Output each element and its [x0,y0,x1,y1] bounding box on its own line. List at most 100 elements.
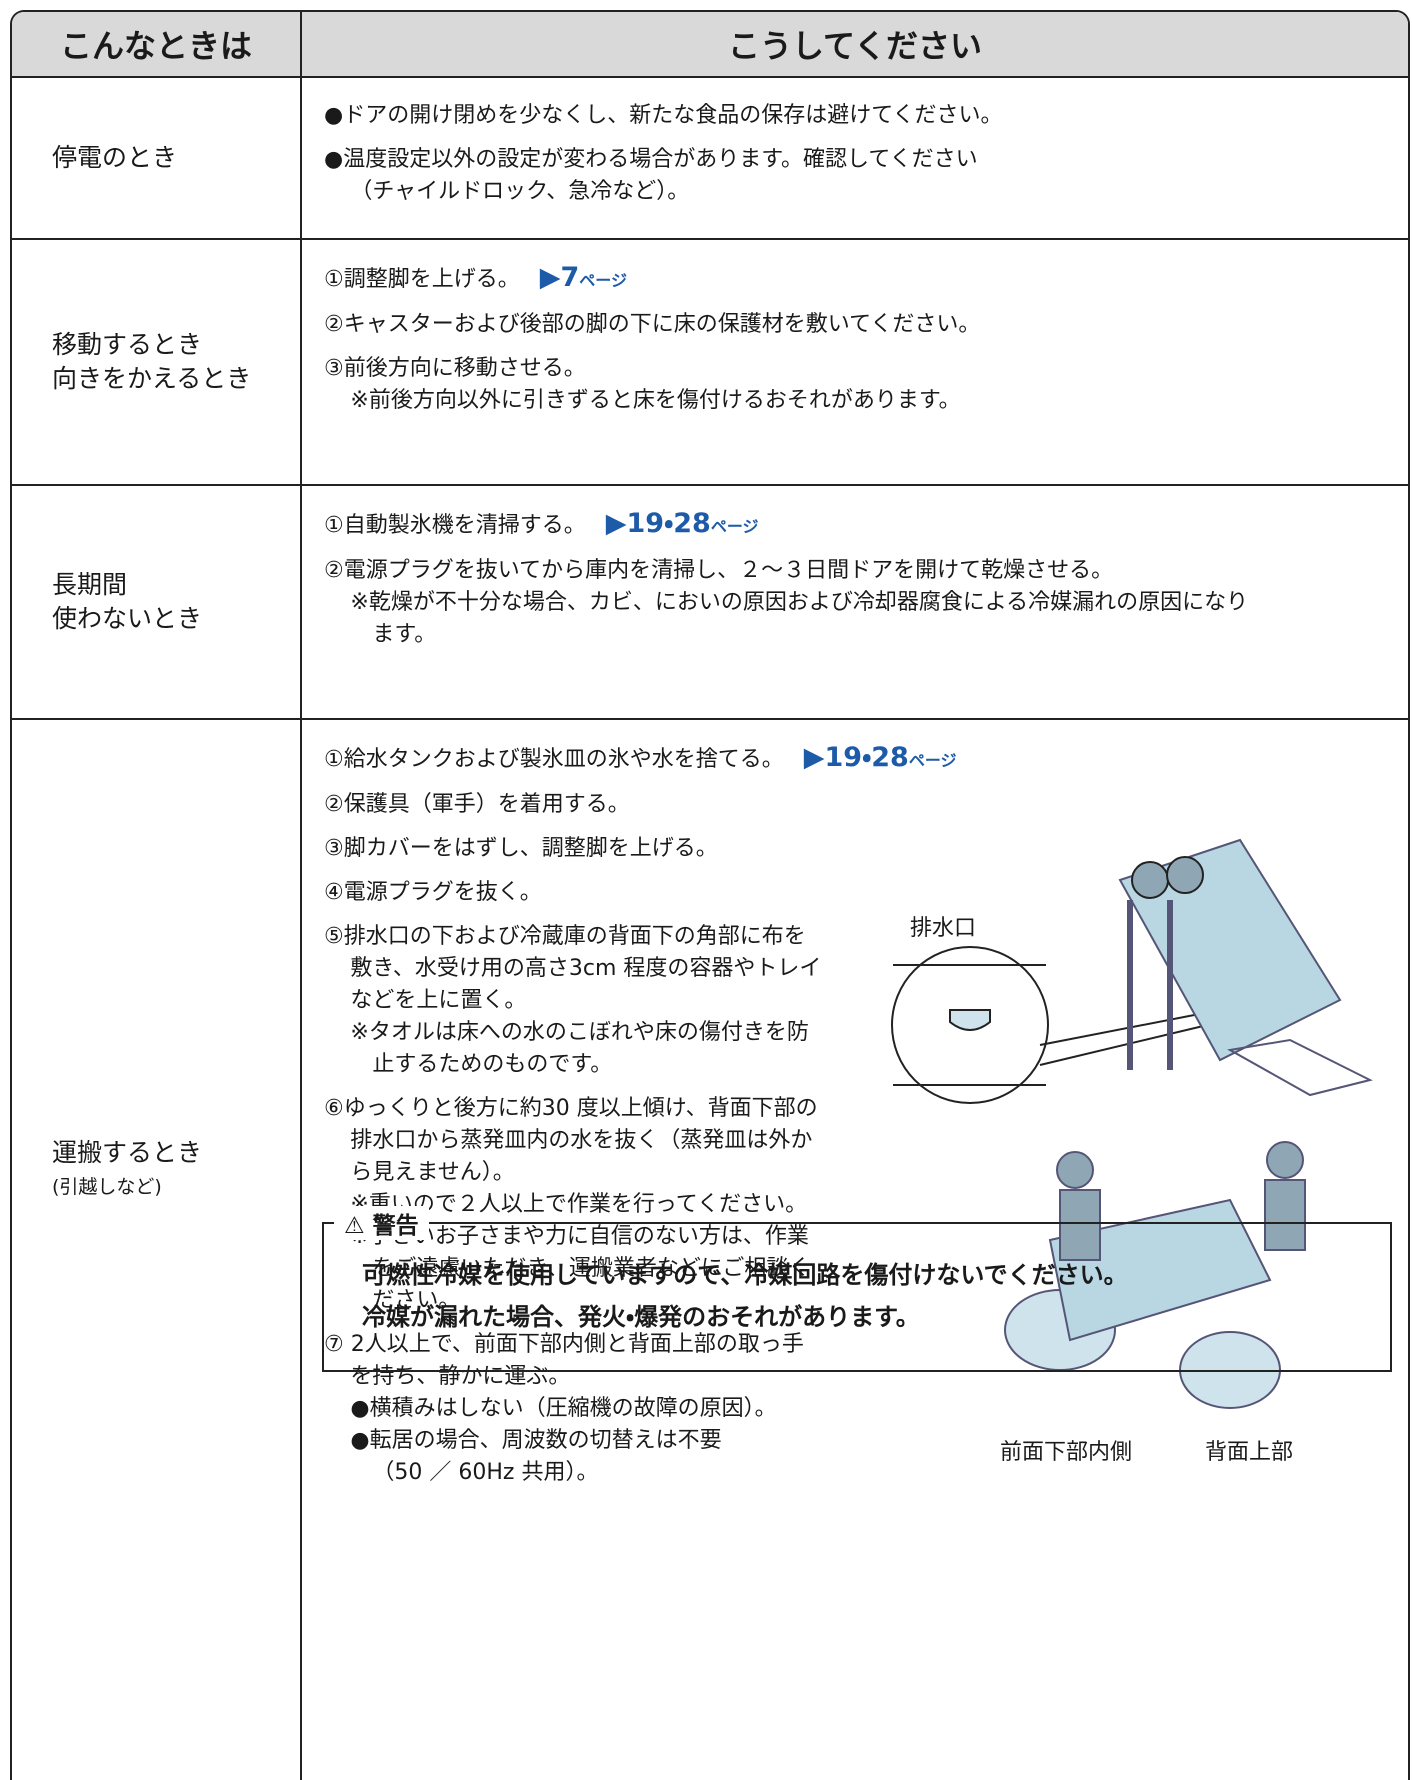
action-text: 敷き、水受け用の高さ3cm 程度の容器やトレイ [350,956,822,981]
action-text: ださい。 [372,1288,461,1313]
action-text: ※タオルは床への水のこぼれや床の傷付きを防 [350,1020,809,1045]
action-item: ②キャスターおよび後部の脚の下に床の保護材を敷いてください。 [324,309,980,341]
page-reference[interactable]: ▶19・28ページ [606,508,759,539]
action-line: などを上に置く。 [324,985,957,1017]
warning-line: 可燃性冷媒を使用していますので、冷媒回路を傷付けないでください。 [362,1261,1128,1289]
action-item: ①給水タンクおよび製氷皿の氷や水を捨てる。 ▶19・28ページ [324,742,957,777]
action-text: ●横積みはしない（圧縮機の故障の原因）。 [350,1396,777,1421]
action-line: ※タオルは床への水のこぼれや床の傷付きを防 [324,1017,957,1049]
situation: 長期間 使わないとき [52,568,202,636]
figure-label: 前面下部内側 [1000,1440,1133,1465]
action-text: ③脚カバーをはずし、調整脚を上げる。 [324,836,718,861]
action-item: ②保護具（軍手）を着用する。 [324,789,957,821]
figure-label: 背面上部 [1205,1440,1294,1465]
action-line: （チャイルドロック、急冷など）。 [324,176,1003,208]
action-text: ●温度設定以外の設定が変わる場合があります。確認してください [324,147,978,172]
reference-number: ▶19・28 [605,508,711,539]
action-line: ⑥ゆっくりと後方に約30 度以上傾け、背面下部の [324,1093,957,1125]
action-text: 止するためのものです。 [372,1052,613,1077]
action-item: ④電源プラグを抜く。 [324,877,957,909]
warning-title-text: 警告 [372,1213,419,1239]
action-line: ③脚カバーをはずし、調整脚を上げる。 [324,833,957,865]
action-line: （50 ／ 60Hz 共用）。 [324,1457,957,1489]
action-line: をご遠慮いただき、運搬業者などにご相談く [324,1253,957,1285]
action-line: ●転居の場合、周波数の切替えは不要 [324,1425,957,1457]
action-line: ださい。 [324,1285,957,1317]
action-text: ②キャスターおよび後部の脚の下に床の保護材を敷いてください。 [324,312,981,337]
action-item: ⑤排水口の下および冷蔵庫の背面下の角部に布を敷き、水受け用の高さ3cm 程度の容… [324,921,957,1081]
actions: ①自動製氷機を清掃する。 ▶19・28ページ ②電源プラグを抜いてから庫内を清掃し、… [324,508,1248,663]
warning-line: 冷媒が漏れた場合、発火・爆発のおそれがあります。 [362,1303,920,1331]
action-text: 排水口から蒸発皿内の水を抜く（蒸発皿は外か [350,1128,813,1153]
table: こんなときは こうしてください 停電のとき ●ドアの開け閉めを少なくし、新たな食品… [10,10,1410,1780]
reference-unit: ページ [908,751,957,770]
action-line: ④電源プラグを抜く。 [324,877,957,909]
situation-line: 向きをかえるとき [52,364,252,393]
action-line: ②電源プラグを抜いてから庫内を清掃し、２～３日間ドアを開けて乾燥させる。 [324,555,1248,587]
action-text: を持ち、静かに運ぶ。 [350,1364,571,1389]
action-text: ※前後方向以外に引きずると床を傷付けるおそれがあります。 [350,388,961,413]
action-text: ①給水タンクおよび製氷皿の氷や水を捨てる。 [324,747,784,772]
action-line: 排水口から蒸発皿内の水を抜く（蒸発皿は外か [324,1125,957,1157]
action-text: ③前後方向に移動させる。 [324,356,586,381]
reference-unit: ページ [579,271,627,290]
action-line: ※乾燥が不十分な場合、カビ、においの原因および冷却器腐食による冷媒漏れの原因にな… [324,587,1248,619]
page-reference[interactable]: ▶19・28ページ [804,742,957,773]
situation-line: 運搬するとき [52,1138,203,1167]
situation-line: 使わないとき [52,604,203,633]
reference-number: ▶7 [539,262,580,293]
action-item: ①調整脚を上げる。 ▶7ページ [324,262,980,297]
reference-unit: ページ [710,517,759,536]
table-row: 運搬するとき (引越しなど) ①給水タンクおよび製氷皿の氷や水を捨てる。 ▶19・28… [12,720,1408,1780]
situation: 停電のとき [52,141,177,175]
actions: ①給水タンクおよび製氷皿の氷や水を捨てる。 ▶19・28ページ ②保護具（軍手）を着… [324,742,957,1501]
action-line: ⑦ 2人以上で、前面下部内側と背面上部の取っ手 [324,1329,957,1361]
reference-number: ▶19・28 [803,742,909,773]
action-text: ①調整脚を上げる。 [324,267,520,292]
action-text: （50 ／ 60Hz 共用）。 [372,1460,599,1485]
action-line: ら見えません）。 [324,1157,957,1189]
page-reference[interactable]: ▶7ページ [540,262,627,293]
header-cell: こうしてください [302,12,1408,78]
action-text: ②電源プラグを抜いてから庫内を清掃し、２～３日間ドアを開けて乾燥させる。 [324,558,1114,583]
action-line: ②保護具（軍手）を着用する。 [324,789,957,821]
action-item: ⑦ 2人以上で、前面下部内側と背面上部の取っ手を持ち、静かに運ぶ。 ●横積みはしな… [324,1329,957,1489]
action-text: ①自動製氷機を清掃する。 [324,513,586,538]
situation-line: 長期間 [52,570,128,599]
action-text: ⑥ゆっくりと後方に約30 度以上傾け、背面下部の [324,1096,818,1121]
drain-illustration [891,838,1373,1104]
action-line: ①給水タンクおよび製氷皿の氷や水を捨てる。 ▶19・28ページ [324,742,957,777]
actions: ①調整脚を上げる。 ▶7ページ ②キャスターおよび後部の脚の下に床の保護材を敷いてく… [324,262,980,429]
action-line: ⑤排水口の下および冷蔵庫の背面下の角部に布を [324,921,957,953]
table-row: 長期間使わないとき ①自動製氷機を清掃する。 ▶19・28ページ ②電源プラグを抜いて… [12,486,1408,720]
carry-illustration [1004,1141,1306,1409]
action-text: ②保護具（軍手）を着用する。 [324,792,630,817]
situation-line: 停電のとき [52,143,178,172]
situation-line: 移動するとき [52,330,203,359]
action-text: ④電源プラグを抜く。 [324,880,542,905]
action-item: ②電源プラグを抜いてから庫内を清掃し、２～３日間ドアを開けて乾燥させる。 ※乾燥が… [324,555,1248,651]
warning-box: ⚠ 警告 可燃性冷媒を使用していますので、冷媒回路を傷付けないでください。 冷媒が… [322,1206,1392,1372]
action-line: ます。 [324,619,1248,651]
action-line: ①自動製氷機を清掃する。 ▶19・28ページ [324,508,1248,543]
action-line: 止するためのものです。 [324,1049,957,1081]
action-line: ③前後方向に移動させる。 [324,353,980,385]
action-text: （チャイルドロック、急冷など）。 [350,179,690,204]
action-item: ●ドアの開け閉めを少なくし、新たな食品の保存は避けてください。 [324,100,1003,132]
action-item: ⑥ゆっくりと後方に約30 度以上傾け、背面下部の排水口から蒸発皿内の水を抜く（蒸… [324,1093,957,1317]
figure-label: 排水口 [910,916,977,941]
actions: ●ドアの開け閉めを少なくし、新たな食品の保存は避けてください。 ●温度設定以外の設… [324,100,1003,220]
warning-title: ⚠ 警告 [334,1206,429,1240]
action-item: ③脚カバーをはずし、調整脚を上げる。 [324,833,957,865]
situation-note: (引越しなど) [52,1176,162,1198]
column-divider [300,12,302,1780]
situation: 運搬するとき (引越しなど) [52,1136,202,1204]
action-text: ⑤排水口の下および冷蔵庫の背面下の角部に布を [324,924,806,949]
action-line: ※前後方向以外に引きずると床を傷付けるおそれがあります。 [324,385,980,417]
table-row: 移動するとき向きをかえるとき ①調整脚を上げる。 ▶7ページ ②キャスターおよび後部の… [12,240,1408,486]
action-line: ●温度設定以外の設定が変わる場合があります。確認してください [324,144,1003,176]
action-item: ①自動製氷機を清掃する。 ▶19・28ページ [324,508,1248,543]
action-line: 敷き、水受け用の高さ3cm 程度の容器やトレイ [324,953,957,985]
